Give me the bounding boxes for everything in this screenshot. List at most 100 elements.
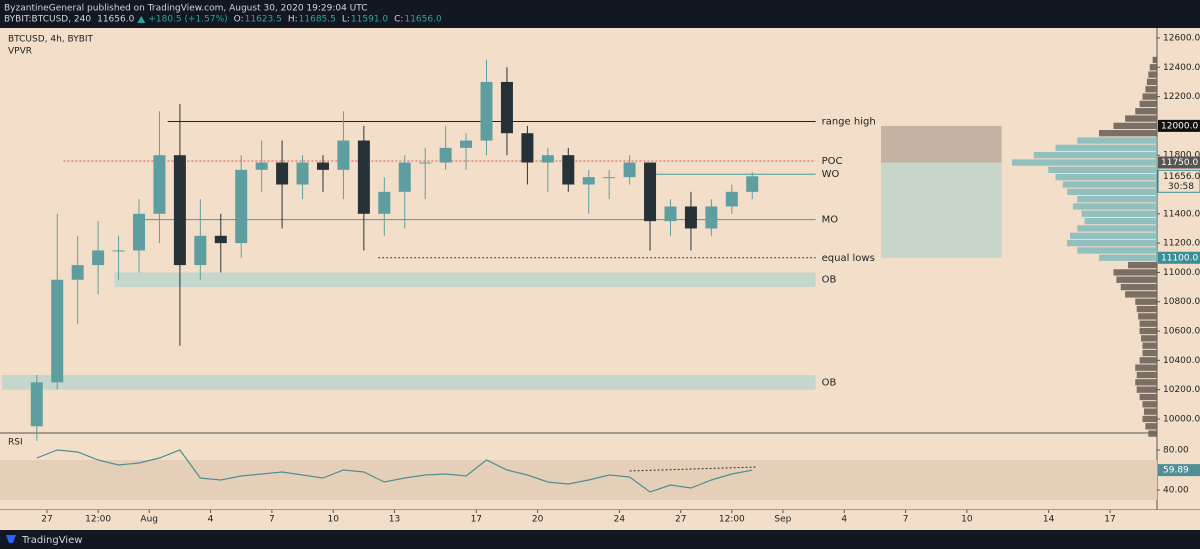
volume-bar xyxy=(1136,305,1157,313)
indicator: VPVR xyxy=(8,47,32,57)
volume-bar xyxy=(1138,313,1157,320)
header-text: C: xyxy=(394,15,403,25)
volume-bar xyxy=(1077,195,1157,203)
x-tick-label: 27 xyxy=(675,515,686,525)
candle-body xyxy=(276,162,289,185)
volume-bar xyxy=(1099,254,1157,261)
header-text: O: xyxy=(234,15,244,25)
volume-bar xyxy=(1113,269,1157,276)
y-tick-label: 11000.0 xyxy=(1163,268,1200,278)
candle-body xyxy=(623,162,636,178)
candle-body xyxy=(378,191,391,214)
candle-body xyxy=(439,147,452,163)
volume-bar xyxy=(1139,357,1157,364)
x-tick-label: 4 xyxy=(841,515,847,525)
header-text: H: xyxy=(288,15,298,25)
rsi-band xyxy=(0,460,1157,500)
volume-bar xyxy=(1135,379,1157,386)
candle-body xyxy=(235,169,248,244)
candle-body xyxy=(71,265,84,280)
volume-bar xyxy=(1070,232,1157,239)
volume-bar xyxy=(1145,86,1157,93)
header-text: 11591.0 xyxy=(351,15,388,25)
candle-body xyxy=(133,213,146,251)
volume-bar xyxy=(1048,166,1157,174)
volume-bar xyxy=(1139,327,1157,335)
y-tick-label: 12600.0 xyxy=(1163,33,1200,43)
candle-body xyxy=(460,140,473,148)
candle-body xyxy=(316,162,329,170)
candle-body xyxy=(684,206,697,229)
trendline xyxy=(629,466,757,472)
x-tick-label: 17 xyxy=(471,515,482,525)
volume-bar xyxy=(1135,108,1157,115)
volume-bar xyxy=(1077,247,1157,254)
header-bar xyxy=(0,0,1200,28)
plot-bg xyxy=(0,28,1157,510)
volume-bar xyxy=(1143,408,1157,415)
time-axis-bg xyxy=(0,510,1200,530)
candle-body xyxy=(500,81,513,134)
footer-brand: TradingView xyxy=(21,535,82,546)
logo xyxy=(6,535,16,543)
price-mark-label: 12000.0 xyxy=(1161,121,1198,131)
x-tick-label: 10 xyxy=(961,515,973,525)
publisher: ByzantineGeneral published on TradingVie… xyxy=(4,4,368,14)
y-tick-label: 80.00 xyxy=(1163,446,1189,456)
volume-bar xyxy=(1033,152,1157,159)
volume-bar xyxy=(1084,217,1157,225)
candle-body xyxy=(603,177,616,179)
x-tick-label: 12:00 xyxy=(85,515,111,525)
candle-body xyxy=(194,235,207,266)
volume-bar xyxy=(1146,78,1157,86)
candle-body xyxy=(644,162,657,222)
level-label: equal lows xyxy=(822,253,875,264)
candle-body xyxy=(562,155,575,185)
level-label: WO xyxy=(822,169,840,180)
volume-bar xyxy=(1148,430,1157,437)
candle-body xyxy=(255,162,268,170)
y-tick-label: 40.00 xyxy=(1163,486,1189,496)
volume-bar xyxy=(1142,349,1157,357)
volume-bar xyxy=(1149,64,1157,71)
level-label: POC xyxy=(822,156,843,167)
range-box xyxy=(881,162,1002,258)
candle-body xyxy=(480,81,493,141)
y-tick-label: 10000.0 xyxy=(1163,414,1200,424)
volume-bar xyxy=(1077,137,1157,144)
price-axis-bg xyxy=(1157,28,1200,510)
price-mark-bg xyxy=(1158,156,1200,169)
volume-bar xyxy=(1055,144,1157,152)
last-price-bg xyxy=(1157,169,1200,193)
volume-bar xyxy=(1142,342,1157,349)
volume-bar xyxy=(1062,181,1157,188)
volume-bar xyxy=(1136,386,1157,393)
chart-title: BTCUSD, 4h, BYBIT xyxy=(8,35,94,45)
rsi-value-label: 59.89 xyxy=(1163,466,1189,476)
volume-bar xyxy=(1139,393,1157,401)
ob-zone xyxy=(2,374,816,390)
volume-bar xyxy=(1067,188,1157,195)
rsi-line xyxy=(36,449,753,493)
volume-bar xyxy=(1072,203,1157,210)
candle-body xyxy=(92,250,105,266)
price-mark-bg xyxy=(1158,251,1200,264)
volume-bar xyxy=(1099,130,1157,137)
x-tick-label: Aug xyxy=(140,515,158,525)
candle-body xyxy=(153,155,166,214)
countdown: 30:58 xyxy=(1168,182,1194,192)
x-tick-label: 27 xyxy=(41,515,52,525)
y-tick-label: 12200.0 xyxy=(1163,92,1200,102)
volume-bar xyxy=(1120,283,1157,291)
candle-body xyxy=(541,155,554,163)
x-tick-label: 24 xyxy=(614,515,626,525)
zone-label: OB xyxy=(822,377,837,388)
volume-bar xyxy=(1077,225,1157,232)
volume-bar xyxy=(1148,71,1157,78)
candle-body xyxy=(746,176,759,192)
x-tick-label: 12:00 xyxy=(719,515,745,525)
rsi-value-bg xyxy=(1158,464,1200,477)
zone-label: OB xyxy=(822,275,837,286)
volume-bar xyxy=(1113,122,1157,130)
